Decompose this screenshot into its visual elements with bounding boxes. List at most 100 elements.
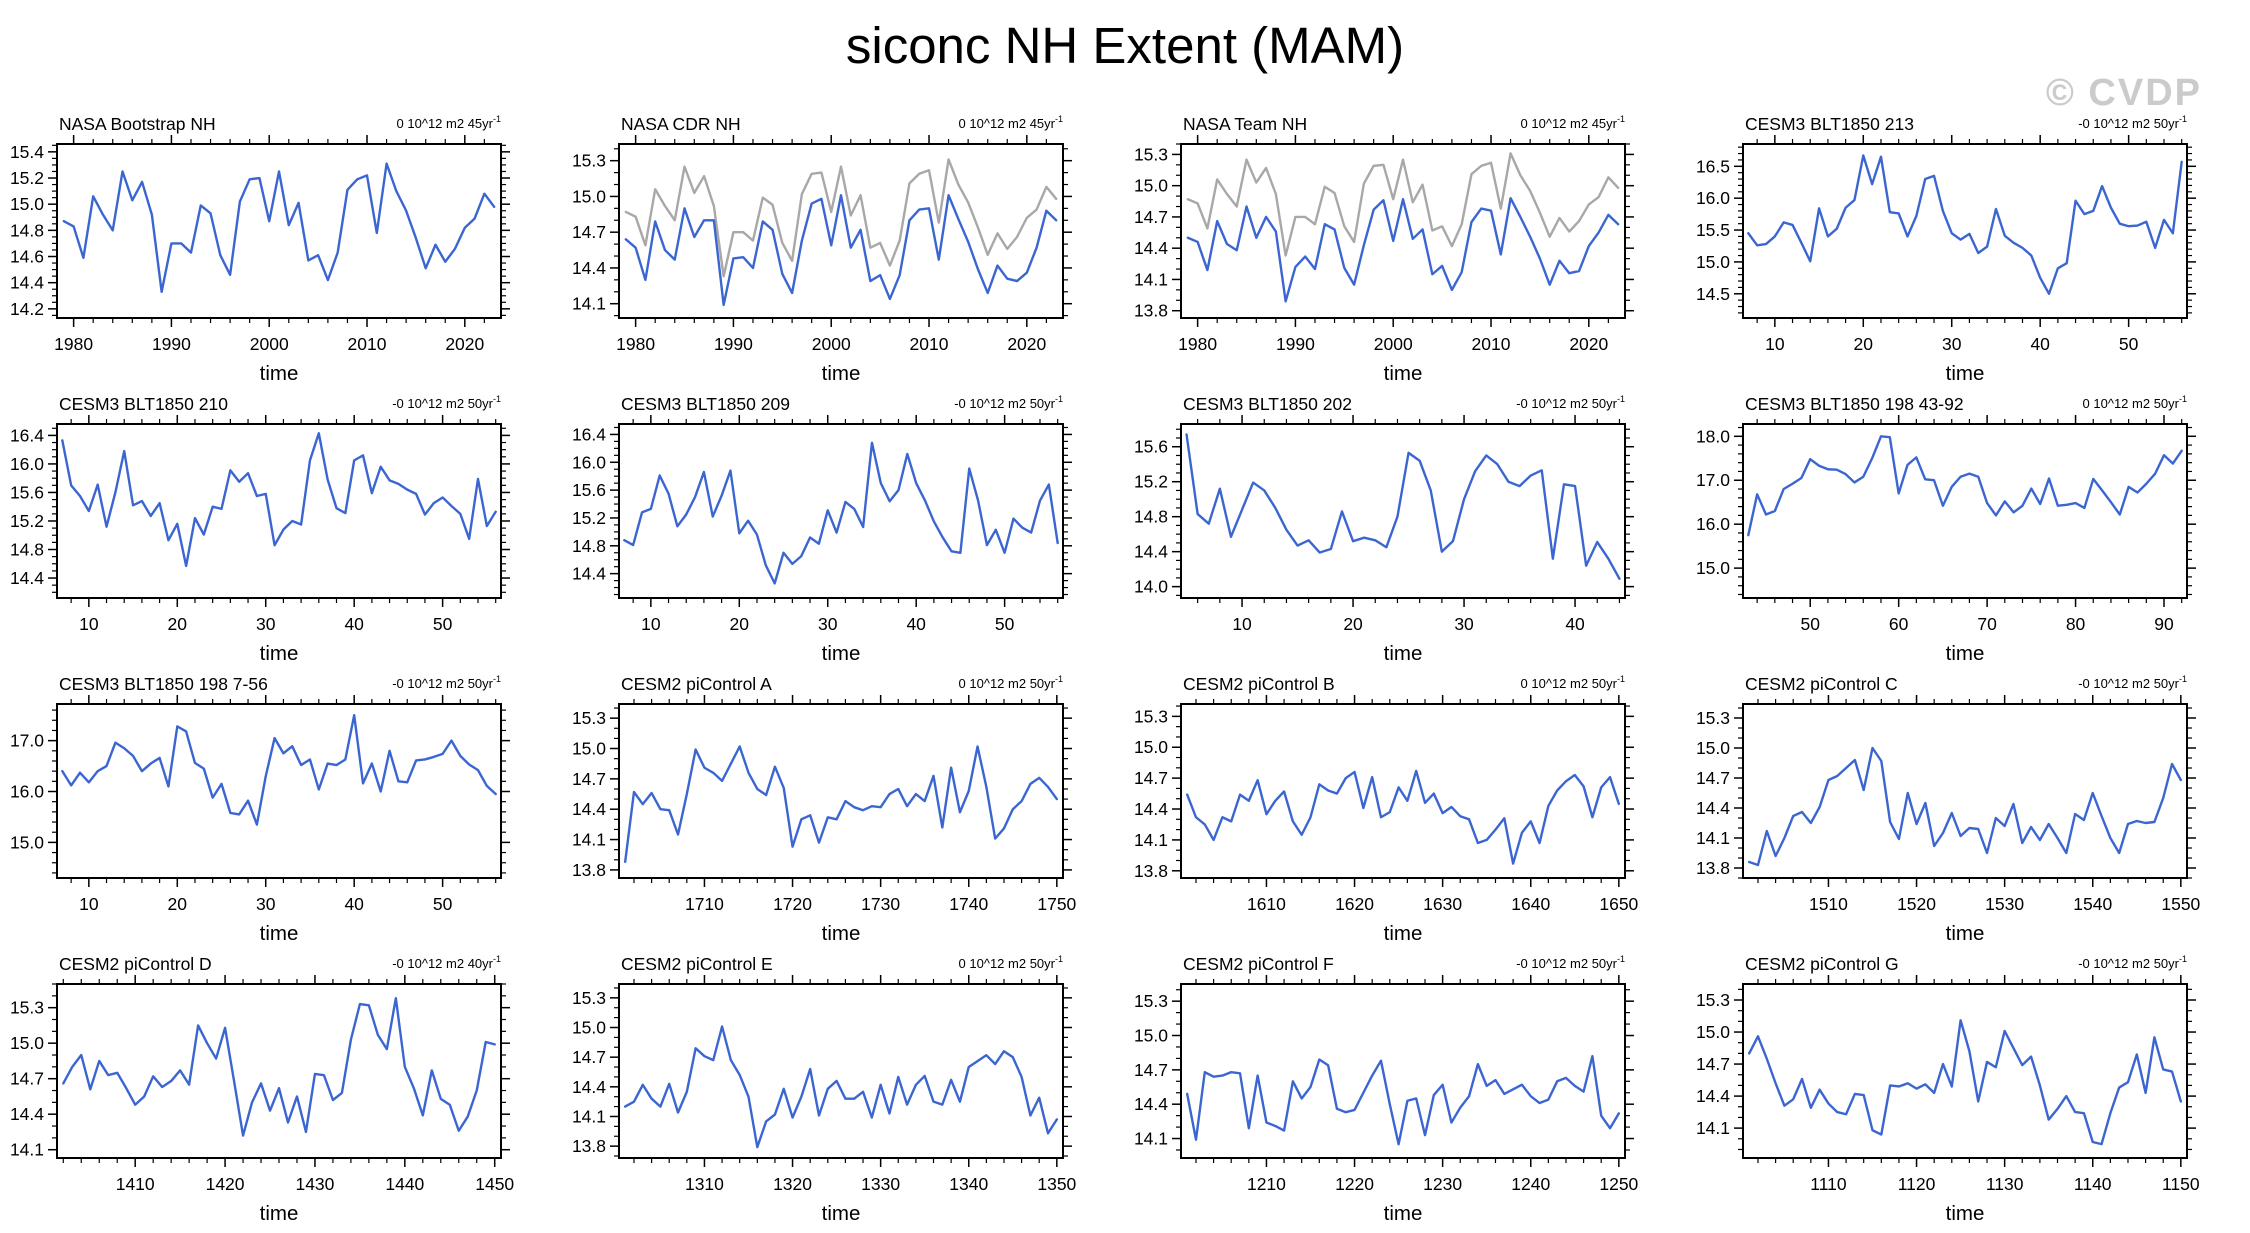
y-tick-label: 14.7 — [10, 1069, 44, 1089]
x-tick-label: 40 — [344, 894, 364, 914]
x-tick-label: 1430 — [295, 1174, 334, 1194]
y-tick-label: 15.0 — [10, 1033, 44, 1053]
chart-canvas: 50 60 70 80 90 15.0 16.0 17.0 18.0 CESM3 BLT1850 … — [1696, 394, 2196, 665]
panel-trend-label: -0 10^12 m2 40yr-1 — [392, 954, 501, 971]
x-tick-label: 10 — [641, 614, 661, 634]
x-axis-label: time — [260, 922, 299, 945]
x-tick-label: 80 — [2066, 614, 2086, 634]
y-tick-label: 15.3 — [572, 151, 606, 171]
panel-title: CESM2 piControl C — [1745, 674, 1898, 694]
y-tick-label: 14.2 — [10, 299, 44, 319]
plot-frame — [618, 143, 1064, 319]
x-axis-label: time — [1946, 1202, 1985, 1225]
panel-title: NASA Bootstrap NH — [59, 114, 216, 134]
y-tick-label: 14.4 — [1696, 798, 1730, 818]
x-tick-label: 20 — [730, 614, 750, 634]
x-tick-label: 20 — [1343, 614, 1363, 634]
y-tick-label: 14.1 — [572, 830, 606, 850]
panel-trend-label: 0 10^12 m2 50yr-1 — [959, 674, 1063, 691]
x-tick-label: 1530 — [1985, 894, 2024, 914]
plot-frame — [1742, 703, 2188, 879]
header: siconc NH Extent (MAM) © CVDP — [0, 0, 2250, 114]
y-tick-label: 14.0 — [1134, 577, 1168, 597]
y-tick-label: 16.0 — [10, 782, 44, 802]
y-tick-label: 14.7 — [1134, 207, 1168, 227]
x-tick-label: 1550 — [2161, 894, 2200, 914]
chart-canvas: 1410 1420 1430 1440 1450 14.1 14.4 14.7 15.0 15.3… — [10, 954, 515, 1225]
x-tick-label: 1990 — [1276, 334, 1315, 354]
y-tick-label: 15.2 — [10, 168, 44, 188]
chart-canvas: 10 20 30 40 50 15.0 16.0 17.0 CESM3 BLT1850 198 … — [10, 674, 510, 945]
x-tick-label: 50 — [995, 614, 1015, 634]
panel-title: CESM2 piControl A — [621, 674, 772, 694]
series-line — [624, 158, 1058, 278]
x-axis-label: time — [260, 642, 299, 665]
x-tick-label: 30 — [256, 614, 276, 634]
y-tick-label: 14.6 — [10, 247, 44, 267]
y-tick-label: 14.4 — [10, 1104, 44, 1124]
y-tick-label: 15.0 — [1134, 737, 1168, 757]
x-tick-label: 1130 — [1986, 1174, 2024, 1194]
plot-frame — [618, 703, 1064, 879]
panel-trend-label: -0 10^12 m2 50yr-1 — [954, 394, 1063, 411]
x-axis-label: time — [260, 1202, 299, 1225]
plot-frame — [1742, 143, 2188, 319]
y-tick-label: 14.4 — [1134, 799, 1168, 819]
series-line — [623, 745, 1059, 864]
x-tick-label: 1150 — [2162, 1174, 2200, 1194]
chart-panel-6: 10 20 30 40 14.0 14.4 14.8 15.2 15.6 CESM3 BLT185… — [1125, 388, 1687, 668]
y-tick-label: 14.4 — [572, 799, 606, 819]
y-tick-label: 14.7 — [1696, 768, 1730, 788]
y-tick-label: 15.0 — [1696, 738, 1730, 758]
chart-canvas: 1610 1620 1630 1640 1650 13.8 14.1 14.4 14.7 15.0… — [1134, 674, 1639, 945]
y-tick-label: 14.4 — [572, 258, 606, 278]
x-tick-label: 60 — [1889, 614, 1909, 634]
x-axis-label: time — [1384, 642, 1423, 665]
panel-trend-label: -0 10^12 m2 50yr-1 — [392, 674, 501, 691]
x-tick-label: 1410 — [116, 1174, 155, 1194]
x-tick-label: 1990 — [714, 334, 753, 354]
chart-panel-0: 1980 1990 2000 2010 2020 14.2 14.4 14.6 14.8 15.0… — [1, 108, 563, 388]
y-tick-label: 14.4 — [572, 564, 606, 584]
y-tick-label: 15.2 — [1134, 472, 1168, 492]
panel-title: CESM2 piControl F — [1183, 954, 1334, 974]
y-tick-label: 15.6 — [572, 480, 606, 500]
panel-trend-label: 0 10^12 m2 50yr-1 — [959, 954, 1063, 971]
x-tick-label: 10 — [1232, 614, 1252, 634]
panel-trend-label: 0 10^12 m2 45yr-1 — [1521, 114, 1625, 131]
plot-frame — [618, 983, 1064, 1159]
y-tick-label: 15.3 — [1696, 990, 1730, 1010]
chart-canvas: 1110 1120 1130 1140 1150 14.1 14.4 14.7 15.0 15.3… — [1696, 954, 2200, 1225]
panel-title: CESM2 piControl G — [1745, 954, 1899, 974]
x-tick-label: 1750 — [1037, 894, 1076, 914]
x-tick-label: 2010 — [1472, 334, 1511, 354]
x-tick-label: 30 — [1454, 614, 1474, 634]
chart-panel-2: 1980 1990 2000 2010 2020 13.8 14.1 14.4 14.7 15.0… — [1125, 108, 1687, 388]
x-tick-label: 1220 — [1335, 1174, 1374, 1194]
y-tick-label: 15.2 — [572, 508, 606, 528]
plot-frame — [56, 423, 502, 599]
y-tick-label: 16.0 — [1696, 514, 1730, 534]
x-tick-label: 1510 — [1809, 894, 1848, 914]
y-tick-label: 14.8 — [10, 220, 44, 240]
y-tick-label: 14.1 — [1134, 269, 1168, 289]
y-tick-label: 16.0 — [1696, 188, 1730, 208]
chart-canvas: 10 20 30 40 50 14.5 15.0 15.5 16.0 16.5 CESM3 BLT1… — [1696, 114, 2196, 385]
y-tick-label: 14.4 — [10, 273, 44, 293]
chart-canvas: 1980 1990 2000 2010 2020 14.1 14.4 14.7 15.0 15.3… — [572, 114, 1072, 385]
x-tick-label: 1420 — [206, 1174, 245, 1194]
x-tick-label: 10 — [79, 894, 99, 914]
y-tick-label: 15.5 — [1696, 220, 1730, 240]
y-tick-label: 13.8 — [1134, 301, 1168, 321]
y-tick-label: 17.0 — [1696, 470, 1730, 490]
x-tick-label: 40 — [344, 614, 364, 634]
chart-panel-4: 10 20 30 40 50 14.4 14.8 15.2 15.6 16.0 16.4 CESM3 … — [1, 388, 563, 668]
series-line — [61, 432, 497, 568]
x-tick-label: 1990 — [152, 334, 191, 354]
charts-grid: 1980 1990 2000 2010 2020 14.2 14.4 14.6 14.8 15.0… — [1, 108, 2250, 1228]
series-line — [1747, 154, 2183, 295]
series-line — [623, 1025, 1059, 1149]
chart-panel-7: 50 60 70 80 90 15.0 16.0 17.0 18.0 CESM3 BLT1850 … — [1687, 388, 2249, 668]
x-tick-label: 1730 — [861, 894, 900, 914]
chart-canvas: 1980 1990 2000 2010 2020 13.8 14.1 14.4 14.7 15.0… — [1134, 114, 1634, 385]
